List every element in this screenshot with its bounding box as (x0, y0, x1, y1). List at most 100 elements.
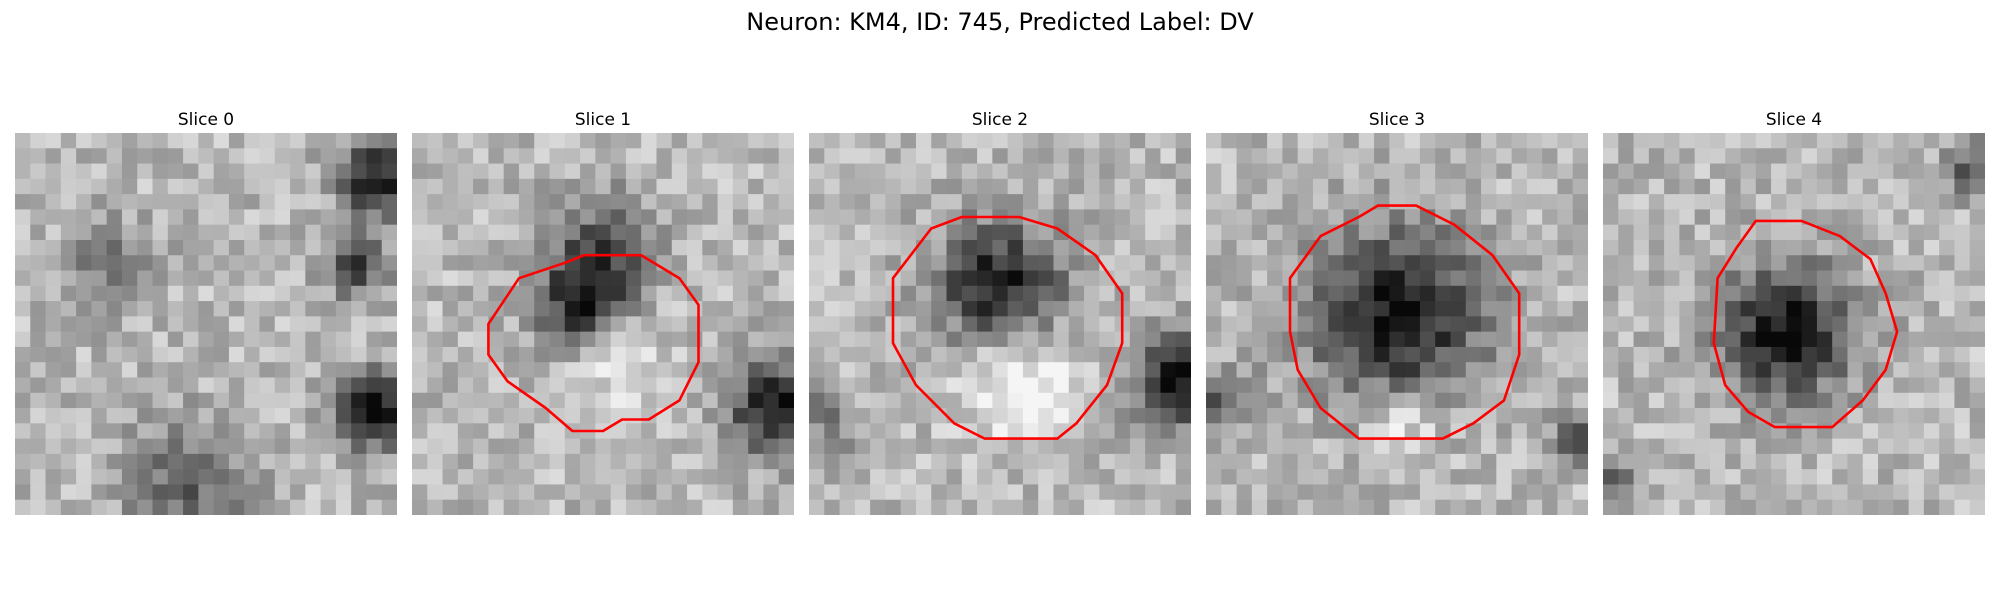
image-pixel (60, 285, 77, 302)
image-pixel (335, 408, 352, 424)
image-pixel (152, 163, 169, 180)
image-pixel (1511, 423, 1528, 440)
image-pixel (1465, 499, 1482, 515)
image-pixel (106, 316, 123, 333)
image-pixel (259, 209, 276, 226)
image-pixel (1725, 469, 1742, 486)
image-pixel (1786, 194, 1803, 210)
image-pixel (961, 255, 978, 272)
image-pixel (1526, 453, 1543, 470)
image-pixel (961, 224, 978, 241)
image-pixel (946, 194, 963, 210)
image-pixel (183, 194, 199, 210)
image-pixel (1832, 484, 1849, 501)
image-pixel (1328, 301, 1345, 317)
image-pixel (1450, 285, 1467, 302)
image-pixel (244, 469, 261, 486)
image-pixel (671, 316, 688, 333)
image-pixel (274, 178, 291, 195)
image-pixel (717, 209, 734, 226)
image-pixel (213, 392, 230, 409)
image-pixel (290, 148, 306, 165)
image-pixel (946, 499, 963, 515)
image-pixel (1160, 408, 1177, 424)
image-pixel (1419, 255, 1436, 272)
image-pixel (1419, 316, 1436, 333)
image-pixel (198, 224, 215, 241)
image-pixel (351, 484, 368, 501)
image-pixel (732, 469, 749, 486)
image-pixel (274, 469, 291, 486)
image-pixel (809, 209, 825, 226)
image-pixel (1481, 163, 1497, 180)
image-pixel (1816, 133, 1833, 149)
image-pixel (1893, 469, 1910, 486)
image-pixel (1282, 499, 1299, 515)
image-pixel (320, 346, 337, 363)
image-pixel (870, 484, 886, 501)
image-pixel (1236, 408, 1253, 424)
image-pixel (809, 316, 825, 333)
image-pixel (1648, 301, 1665, 317)
image-pixel (1664, 392, 1680, 409)
image-pixel (381, 270, 397, 287)
image-pixel (1557, 438, 1574, 455)
image-pixel (1816, 377, 1833, 394)
image-pixel (1481, 423, 1497, 440)
image-pixel (121, 499, 138, 515)
image-pixel (1389, 362, 1406, 379)
image-pixel (1251, 316, 1268, 333)
image-pixel (1328, 163, 1345, 180)
image-pixel (1954, 194, 1971, 210)
image-pixel (1343, 346, 1360, 363)
image-pixel (1297, 178, 1314, 195)
image-pixel (915, 133, 932, 149)
image-pixel (809, 392, 825, 409)
image-pixel (1786, 331, 1803, 348)
image-pixel (213, 301, 230, 317)
image-pixel (1679, 148, 1696, 165)
image-pixel (580, 377, 596, 394)
image-pixel (992, 133, 1009, 149)
image-pixel (610, 331, 627, 348)
image-pixel (183, 209, 199, 226)
image-pixel (1267, 408, 1283, 424)
image-pixel (1068, 301, 1085, 317)
image-pixel (1771, 163, 1787, 180)
image-pixel (778, 285, 794, 302)
image-pixel (870, 438, 886, 455)
image-pixel (152, 194, 169, 210)
image-pixel (870, 163, 886, 180)
image-pixel (1328, 377, 1345, 394)
image-pixel (824, 163, 841, 180)
image-pixel (1664, 469, 1680, 486)
image-pixel (198, 362, 215, 379)
image-pixel (824, 239, 841, 256)
image-pixel (1068, 270, 1085, 287)
image-pixel (259, 484, 276, 501)
image-pixel (1572, 316, 1588, 333)
image-pixel (763, 392, 780, 409)
image-pixel (1679, 408, 1696, 424)
image-pixel (1175, 194, 1191, 210)
image-pixel (1007, 178, 1024, 195)
image-pixel (244, 362, 261, 379)
image-pixel (335, 469, 352, 486)
image-pixel (1664, 178, 1680, 195)
image-pixel (228, 453, 245, 470)
image-pixel (595, 194, 612, 210)
image-pixel (1954, 209, 1971, 226)
image-pixel (549, 301, 566, 317)
image-pixel (763, 178, 780, 195)
image-pixel (534, 362, 551, 379)
image-pixel (1297, 285, 1314, 302)
image-pixel (763, 224, 780, 241)
image-pixel (457, 301, 474, 317)
image-pixel (457, 469, 474, 486)
image-pixel (1709, 209, 1726, 226)
image-pixel (137, 377, 154, 394)
image-pixel (824, 301, 841, 317)
image-pixel (977, 224, 993, 241)
image-pixel (1755, 331, 1772, 348)
image-pixel (1542, 438, 1559, 455)
